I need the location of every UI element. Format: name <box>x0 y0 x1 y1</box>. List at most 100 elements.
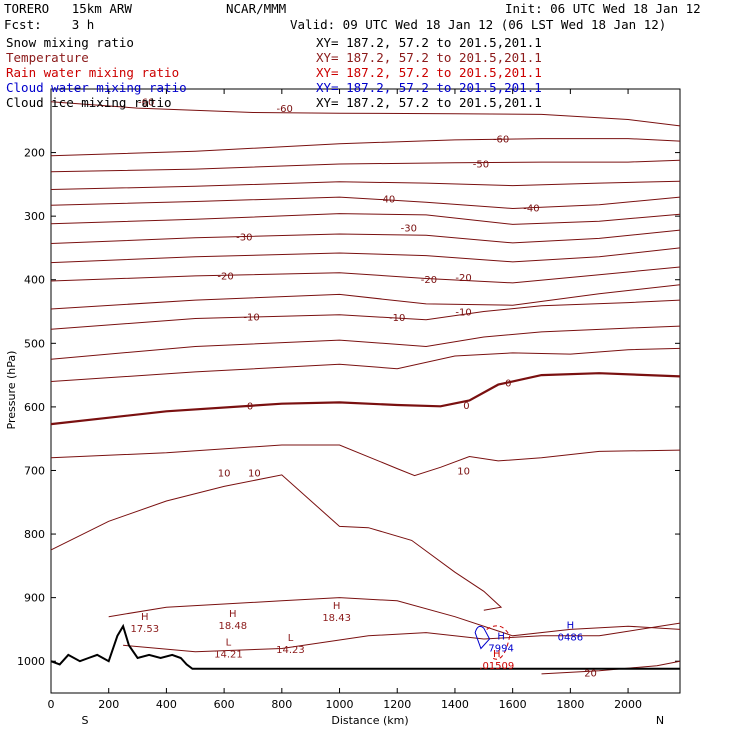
legend-rain: Rain water mixing ratio <box>6 65 180 80</box>
y-tick-label-7: 900 <box>24 592 45 605</box>
x-axis-label: Distance (km) <box>331 714 408 727</box>
isotherm-m25 <box>50 247 681 264</box>
extremum-value-7: 0486 <box>558 633 583 644</box>
contour-label-6: -30 <box>236 233 252 244</box>
y-axis-label: Pressure (hPa) <box>5 351 18 430</box>
isotherm-m2 <box>50 347 681 382</box>
x-tick-label-10: 2000 <box>614 698 642 711</box>
rain-water-contour <box>486 625 511 660</box>
contour-label-9: -20 <box>421 275 437 286</box>
isotherm-0 <box>50 372 681 426</box>
x-tick-label-7: 1400 <box>441 698 469 711</box>
center-name: NCAR/MMM <box>226 1 287 16</box>
contour-label-17: 10 <box>218 468 231 479</box>
legend-temperature: Temperature <box>6 50 89 65</box>
extremum-value-2: 18.43 <box>322 613 351 624</box>
contour-label-5: -40 <box>523 203 539 214</box>
x-tick-label-4: 800 <box>271 698 292 711</box>
extremum-value-6: .01509 <box>479 661 514 672</box>
contour-label-12: -10 <box>389 313 405 324</box>
contour-label-8: -20 <box>217 271 233 282</box>
isotherm-m5 <box>50 325 681 360</box>
isotherm-m35 <box>50 213 681 225</box>
x-tick-label-6: 1200 <box>383 698 411 711</box>
x-tick-label-8: 1600 <box>499 698 527 711</box>
isotherm-m15 <box>50 284 681 310</box>
contour-label-14: 0 <box>247 402 253 413</box>
x-tick-label-9: 1800 <box>556 698 584 711</box>
y-tick-label-5: 700 <box>24 464 45 477</box>
x-end-label-right: N <box>656 714 664 727</box>
contour-label-16: 0 <box>505 379 511 390</box>
isotherm-m40 <box>50 196 681 210</box>
extremum-H-7: H <box>567 621 575 632</box>
extremum-value-3: 14.21 <box>214 650 243 661</box>
terrain-line <box>50 623 680 670</box>
contour-label-4: -40 <box>379 194 395 205</box>
y-tick-label-6: 800 <box>24 528 45 541</box>
contour-label-0: -60 <box>138 98 154 109</box>
contour-label-18: 10 <box>248 468 261 479</box>
isotherm-20c <box>541 660 681 675</box>
contour-label-7: -30 <box>401 224 417 235</box>
y-tick-label-0: 200 <box>24 147 45 160</box>
y-tick-label-2: 400 <box>24 274 45 287</box>
x-tick-label-5: 1000 <box>326 698 354 711</box>
y-tick-label-4: 600 <box>24 401 45 414</box>
cloud-water-contour <box>474 625 491 650</box>
x-tick-label-1: 200 <box>98 698 119 711</box>
y-tick-label-8: 1000 <box>17 655 45 668</box>
extremum-H-0: H <box>141 612 149 623</box>
isotherm-m30 <box>50 229 681 244</box>
x-tick-label-0: 0 <box>48 698 55 711</box>
extremum-value-1: 18.48 <box>218 621 247 632</box>
extremum-L-4: L <box>288 633 294 644</box>
forecast-hour: Fcst: 3 h <box>4 17 95 32</box>
extremum-H-2: H <box>333 601 341 612</box>
contour-label-20: 20 <box>584 669 597 680</box>
x-tick-label-2: 400 <box>156 698 177 711</box>
legend-cloud-ice: Cloud ice mixing ratio <box>6 95 172 110</box>
model-name: TORERO 15km ARW <box>4 1 132 16</box>
plot-frame <box>50 88 681 694</box>
isotherm-m10 <box>50 299 681 330</box>
isotherm-m60b <box>50 138 681 157</box>
contour-label-2: -60 <box>493 135 509 146</box>
valid-time: Valid: 09 UTC Wed 18 Jan 12 (06 LST Wed … <box>290 17 667 32</box>
isotherm-m50 <box>50 159 681 173</box>
init-time: Init: 06 UTC Wed 18 Jan 12 <box>505 1 701 16</box>
isotherm-m45 <box>50 180 681 190</box>
extremum-value-0: 17.53 <box>130 624 159 635</box>
contour-label-3: -50 <box>473 159 489 170</box>
extremum-H-5: H <box>497 631 505 642</box>
y-tick-label-1: 300 <box>24 210 45 223</box>
x-tick-label-3: 600 <box>214 698 235 711</box>
isotherm-m20 <box>50 266 681 284</box>
isotherm-10 <box>50 444 681 477</box>
legend-temperature-xy: XY= 187.2, 57.2 to 201.5,201.1 <box>316 50 542 65</box>
extremum-H-6: H <box>493 649 501 660</box>
contour-label-1: -60 <box>277 104 293 115</box>
isotherm-10b <box>50 474 503 611</box>
legend-cloud-ice-xy: XY= 187.2, 57.2 to 201.5,201.1 <box>316 95 542 110</box>
contour-label-15: 0 <box>463 401 469 412</box>
isotherm-20 <box>108 597 681 637</box>
extremum-value-4: 14.23 <box>276 645 305 656</box>
legend-rain-xy: XY= 187.2, 57.2 to 201.5,201.1 <box>316 65 542 80</box>
legend-snow: Snow mixing ratio <box>6 35 134 50</box>
legend-cloud-water: Cloud water mixing ratio <box>6 80 187 95</box>
contour-label-13: -10 <box>455 308 471 319</box>
isotherm-20b <box>123 622 681 653</box>
y-tick-label-3: 500 <box>24 337 45 350</box>
x-end-label-left: S <box>82 714 89 727</box>
contour-label-19: 10 <box>457 466 470 477</box>
contour-label-10: -20 <box>455 273 471 284</box>
legend-snow-xy: XY= 187.2, 57.2 to 201.5,201.1 <box>316 35 542 50</box>
legend-cloud-water-xy: XY= 187.2, 57.2 to 201.5,201.1 <box>316 80 542 95</box>
extremum-H-1: H <box>229 609 237 620</box>
isotherm-m60 <box>50 101 681 127</box>
extremum-L-3: L <box>226 638 232 649</box>
extremum-value-5: 7994 <box>488 643 513 654</box>
contour-label-11: -10 <box>243 313 259 324</box>
